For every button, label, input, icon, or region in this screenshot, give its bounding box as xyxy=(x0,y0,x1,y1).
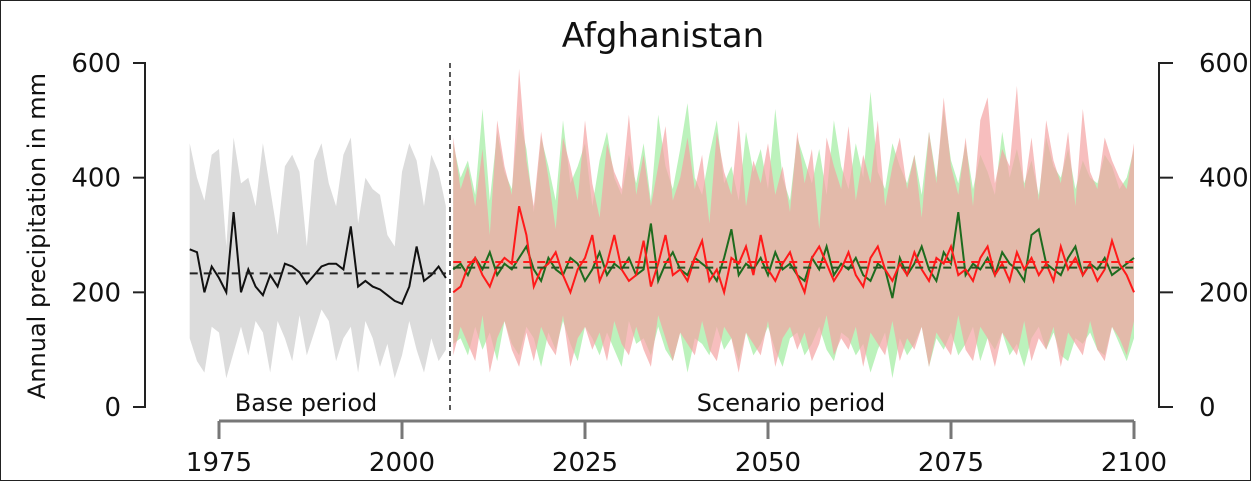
scenario-period-label: Scenario period xyxy=(697,389,885,417)
lines-layer xyxy=(189,206,1135,306)
chart-title: Afghanistan xyxy=(562,16,764,56)
scenario-green-series-line xyxy=(452,211,1135,299)
right-y-tick-label: 600 xyxy=(1199,49,1249,79)
base-series-line xyxy=(189,212,447,306)
x-tick-label: 2075 xyxy=(918,448,984,478)
right-y-tick-label: 0 xyxy=(1199,393,1216,423)
x-tick-label: 1975 xyxy=(186,448,252,478)
x-tick-label: 2050 xyxy=(735,448,801,478)
bands-layer xyxy=(189,68,1134,379)
scenario-red-range-band xyxy=(453,68,1134,373)
x-tick-label: 2100 xyxy=(1101,448,1167,478)
left-y-tick-label: 0 xyxy=(104,393,121,423)
left-y-tick-label: 400 xyxy=(71,164,121,194)
base-period-label: Base period xyxy=(235,389,378,417)
x-tick-label: 2025 xyxy=(552,448,618,478)
left-y-tick-label: 200 xyxy=(71,278,121,308)
axes-layer xyxy=(144,63,1160,423)
ticks-layer: 0 0 200 200 400 400 600 600 1975 2000 2025 2050 2075… xyxy=(71,49,1248,478)
right-y-tick-label: 200 xyxy=(1199,278,1249,308)
base-range-band xyxy=(189,137,446,379)
right-y-tick-label: 400 xyxy=(1199,164,1249,194)
scenario-red-series-line xyxy=(452,206,1135,297)
y-axis-label: Annual precipitation in mm xyxy=(23,73,51,399)
left-y-tick-label: 600 xyxy=(71,49,121,79)
x-tick-label: 2000 xyxy=(369,448,435,478)
